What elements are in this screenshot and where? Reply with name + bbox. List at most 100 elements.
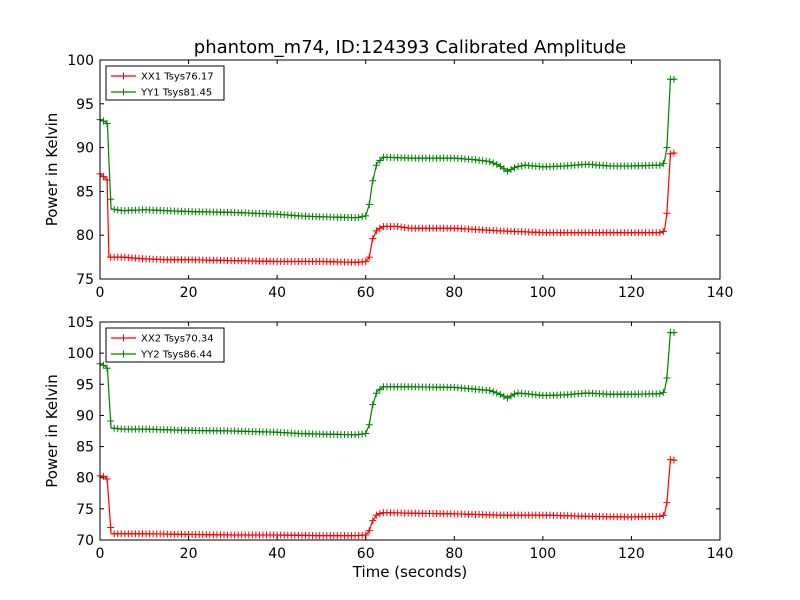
figure-title: phantom_m74, ID:124393 Calibrated Amplit… [194, 37, 626, 58]
series-point [362, 429, 370, 437]
y-tick-label: 70 [76, 533, 94, 549]
series-point [362, 257, 370, 265]
series-point [670, 456, 678, 464]
series-point [107, 195, 115, 203]
series-point [511, 390, 519, 398]
legend-marker [120, 72, 127, 80]
series-point [659, 159, 667, 167]
series-point [656, 229, 664, 237]
series-point [103, 120, 111, 128]
series-point [358, 213, 366, 221]
plot-frame [99, 321, 721, 541]
series-point [656, 512, 664, 520]
series-point [670, 329, 678, 337]
series-point [369, 177, 377, 185]
series-point [369, 235, 377, 243]
y-tick-label: 105 [67, 315, 94, 331]
series-point [103, 364, 111, 372]
series-point [369, 401, 377, 409]
legend-marker [120, 334, 127, 342]
legend-label: YY1 Tsys81.45 [140, 88, 212, 99]
series-point [666, 150, 674, 158]
series-point [369, 517, 377, 525]
series-point [493, 160, 501, 168]
x-tick-label: 0 [96, 546, 105, 562]
legend-marker [120, 350, 127, 358]
series-point [507, 166, 515, 173]
series-point [500, 392, 508, 400]
legend-box [105, 65, 225, 101]
series-point [486, 387, 494, 395]
y-tick-label: 75 [76, 272, 94, 288]
series-point [489, 159, 497, 167]
series-point [110, 205, 118, 213]
series-point [670, 75, 678, 83]
series-point [496, 391, 504, 399]
series-point [663, 209, 671, 217]
series-point [365, 201, 373, 209]
x-tick-label: 80 [445, 546, 463, 562]
y-tick-label: 85 [76, 440, 94, 456]
y-tick-label: 90 [76, 408, 94, 424]
series-point [514, 163, 522, 171]
plot-frame [99, 59, 721, 280]
y-tick-label: 80 [76, 471, 94, 487]
legend-label: XX1 Tsys76.17 [141, 72, 214, 83]
series-point [114, 206, 122, 214]
series-point [365, 253, 373, 261]
y-tick-label: 100 [67, 346, 94, 362]
series-point [503, 394, 511, 402]
series-point [376, 510, 384, 518]
y-tick-label: 95 [76, 97, 94, 113]
y-tick-label: 75 [76, 502, 94, 518]
x-tick-label: 20 [180, 546, 198, 562]
series-point [496, 162, 504, 170]
x-tick-label: 40 [268, 285, 286, 301]
series-point [489, 388, 497, 396]
series-point [656, 390, 664, 398]
series-point [372, 161, 380, 169]
series-point [659, 388, 667, 396]
series-point [372, 227, 380, 235]
x-tick-label: 140 [707, 285, 734, 301]
series-point [486, 158, 494, 166]
series-point [670, 149, 678, 157]
chart-top: 0 20 40 60 80 100 120 140 75 80 85 90 95 100 Power in … [43, 53, 733, 301]
series-point [372, 389, 380, 397]
series-point [107, 524, 115, 532]
y-tick-label: 80 [76, 228, 94, 244]
x-axis-label: Time (seconds) [352, 563, 468, 581]
series-point [100, 117, 108, 125]
y-tick-label: 100 [67, 53, 94, 69]
series-point [656, 161, 664, 169]
series-point [659, 511, 667, 519]
legend-box [105, 327, 225, 363]
series-point [503, 167, 511, 175]
series-point [355, 213, 363, 221]
series-point [362, 212, 370, 220]
x-tick-label: 20 [180, 285, 198, 301]
series-point [107, 417, 115, 425]
series-point [663, 144, 671, 152]
series-point [100, 173, 108, 181]
y-axis-label: Power in Kelvin [43, 374, 61, 488]
series-point [376, 385, 384, 393]
series-point [372, 511, 380, 519]
x-tick-label: 60 [357, 546, 375, 562]
y-axis-label: Power in Kelvin [43, 113, 61, 227]
series-point [493, 389, 501, 397]
series-point [100, 361, 108, 369]
series-point [103, 475, 111, 483]
series-point [518, 162, 526, 170]
x-tick-label: 60 [357, 285, 375, 301]
series-point [100, 472, 108, 480]
chart-bottom: 0 20 40 60 80 100 120 140 70 75 80 85 90 95 100 105 Powe… [43, 315, 733, 581]
x-tick-label: 140 [707, 546, 734, 562]
series-point [507, 392, 515, 400]
legend-label: XX2 Tsys70.34 [141, 334, 214, 345]
series-point [376, 157, 384, 165]
y-tick-label: 95 [76, 377, 94, 393]
legend-marker [120, 88, 127, 96]
y-tick-label: 90 [76, 141, 94, 157]
